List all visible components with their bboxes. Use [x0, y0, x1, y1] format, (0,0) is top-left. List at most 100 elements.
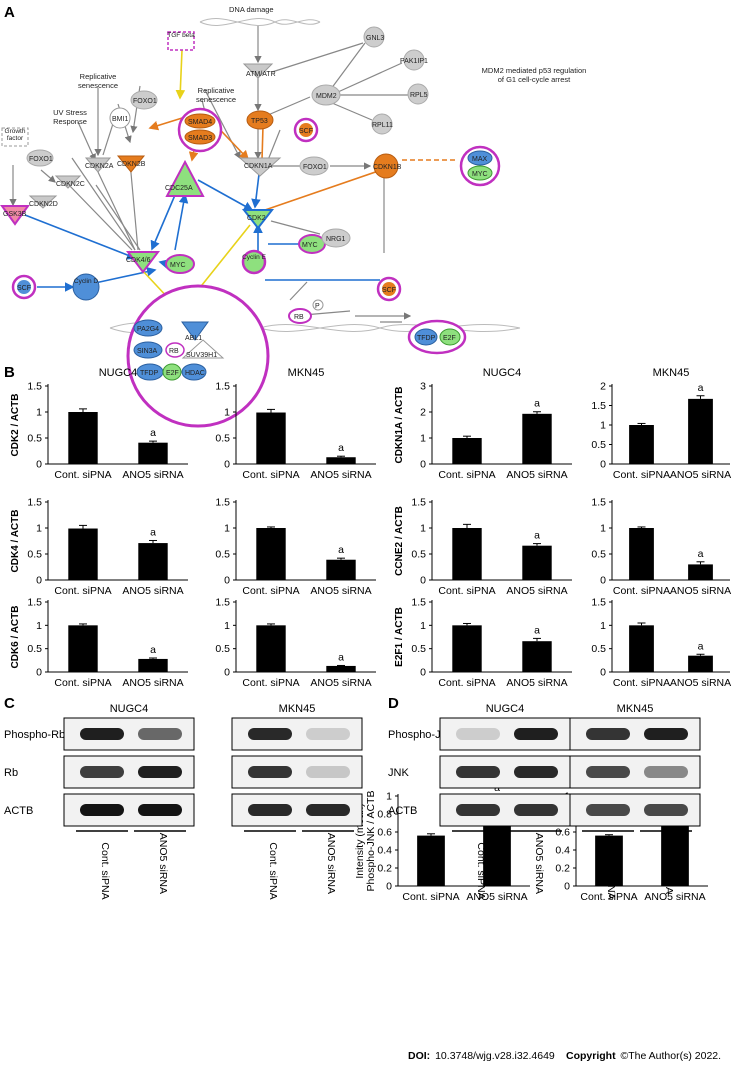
y-tick-label: 0.5: [411, 549, 426, 561]
bar: [629, 528, 654, 580]
svg-text:E2F: E2F: [166, 370, 179, 377]
x-tick-label: ANO5 siRNA: [644, 891, 705, 903]
svg-text:P: P: [315, 303, 320, 310]
y-axis-label: CDKN1A / ACTB: [394, 386, 405, 463]
node-tfdp-e2f-complex: TFDP E2F: [407, 319, 467, 355]
node-foxo1-c: FOXO1: [299, 156, 329, 176]
x-tick-label: Cont. siPNA: [54, 585, 111, 597]
y-tick-label: 0.5: [215, 643, 230, 655]
y-tick-label: 0: [386, 881, 392, 893]
svg-text:CDKN1B: CDKN1B: [373, 164, 402, 171]
blot-band: [138, 766, 182, 778]
svg-text:E2F: E2F: [443, 335, 456, 342]
bar: [522, 413, 552, 464]
y-tick-label: 0: [600, 575, 606, 587]
node-replicative-senescence-1: Replicative senescence: [78, 72, 118, 90]
y-tick-label: 0: [420, 667, 426, 679]
significance-mark: a: [150, 644, 156, 656]
node-mdm2: MDM2: [311, 84, 341, 106]
y-tick-label: 1: [420, 523, 426, 535]
bar: [452, 528, 482, 580]
significance-mark: a: [150, 526, 156, 538]
svg-text:ATM/ATR: ATM/ATR: [246, 71, 276, 78]
panel-label-c: C: [4, 695, 15, 712]
x-tick-label: ANO5 siRNA: [122, 469, 183, 481]
x-tick-label: Cont. siPNA: [613, 469, 670, 481]
node-scf-a: SCF: [293, 117, 319, 143]
bar: [68, 625, 98, 672]
svg-text:TP53: TP53: [251, 118, 268, 125]
y-axis-label: E2F1 / ACTB: [394, 607, 405, 667]
blot-row-label: JNK: [388, 767, 409, 779]
y-tick-label: 0: [224, 459, 230, 471]
y-tick-label: 3: [420, 381, 426, 393]
bar: [68, 412, 98, 464]
node-pak1ip1: PAK1IP1: [400, 49, 428, 71]
node-rpl5: RPL5: [407, 83, 429, 105]
y-tick-label: 1: [224, 620, 230, 632]
x-tick-label: ANO5 siRNA: [310, 469, 371, 481]
significance-mark: a: [338, 544, 344, 556]
node-cdc25a: CDC25A: [165, 159, 205, 197]
svg-text:SCF: SCF: [299, 128, 313, 135]
significance-mark: a: [698, 548, 704, 560]
y-tick-label: 0.5: [27, 643, 42, 655]
blot-band: [80, 804, 124, 816]
svg-text:SUV39H1: SUV39H1: [186, 352, 217, 359]
y-tick-label: 1: [36, 407, 42, 419]
node-uv-stress: UV Stress Response: [53, 108, 87, 126]
svg-text:CDK4/6: CDK4/6: [126, 257, 151, 264]
x-tick-label: Cont. siPNA: [438, 585, 495, 597]
svg-text:GSK3B: GSK3B: [3, 211, 27, 218]
node-max-myc: MAX MYC: [459, 145, 501, 187]
y-tick-label: 0.8: [377, 809, 392, 821]
y-tick-label: 0.5: [411, 643, 426, 655]
x-tick-label: Cont. siPNA: [438, 677, 495, 689]
y-tick-label: 1: [420, 433, 426, 445]
x-tick-label: Cont. siPNA: [402, 891, 459, 903]
chart-title: NUGC4: [99, 367, 138, 379]
blot-band: [456, 804, 500, 816]
svg-text:GNL3: GNL3: [366, 35, 384, 42]
node-scf-b: SCF: [11, 274, 37, 300]
y-tick-label: 0: [36, 667, 42, 679]
bar: [138, 543, 168, 580]
node-cdkn1a: CDKN1A: [238, 157, 282, 177]
svg-text:HDAC: HDAC: [185, 370, 205, 377]
bar: [629, 425, 654, 464]
node-cdkn2b: CDKN2B: [116, 155, 146, 173]
node-bmi1: BMI1: [109, 107, 131, 129]
blot-band: [80, 766, 124, 778]
y-tick-label: 0.5: [591, 549, 606, 561]
y-tick-label: 1.5: [411, 497, 426, 509]
x-tick-label: ANO5 siRNA: [466, 891, 527, 903]
svg-text:PA2G4: PA2G4: [137, 326, 159, 333]
svg-text:Copyright ©The Author(s): Copyright ©The Author(s) 2022.: [566, 1050, 721, 1062]
svg-text:SMAD3: SMAD3: [188, 135, 212, 142]
node-cyclin-d: Cyclin D: [72, 273, 100, 301]
chart-12: 0 0.5 1 1.5 Cont. siPNA a ANO5 siRNA: [591, 597, 731, 690]
bar: [256, 625, 286, 672]
svg-text:TFDP: TFDP: [140, 370, 159, 377]
x-tick-label: ANO5 siRNA: [670, 585, 731, 597]
y-tick-label: 0.5: [215, 433, 230, 445]
node-cdkn2c: CDKN2C: [54, 175, 85, 189]
node-cdkn2d: CDKN2D: [28, 195, 58, 209]
svg-text:RPL5: RPL5: [410, 92, 428, 99]
node-myc-c: MYC: [298, 234, 326, 254]
doi-value: 10.3748/wjg.v28.i32.4649: [435, 1050, 555, 1062]
bar: [68, 528, 98, 580]
lane-label: Cont. siPNA: [605, 842, 617, 899]
lane-label: ANO5 siRNA: [325, 833, 337, 894]
y-tick-label: 0.5: [591, 643, 606, 655]
svg-text:FOXO1: FOXO1: [133, 98, 157, 105]
chart-10: 0 0.5 1 1.5 Cont. siPNA a ANO5 siRNA: [215, 597, 376, 689]
y-tick-label: 1: [224, 407, 230, 419]
bar: [688, 398, 713, 464]
blot-band: [586, 804, 630, 816]
blot-cell-title: MKN45: [617, 703, 654, 715]
x-tick-label: Cont. siPNA: [613, 677, 670, 689]
y-tick-label: 1: [224, 523, 230, 535]
blot-band: [306, 766, 350, 778]
